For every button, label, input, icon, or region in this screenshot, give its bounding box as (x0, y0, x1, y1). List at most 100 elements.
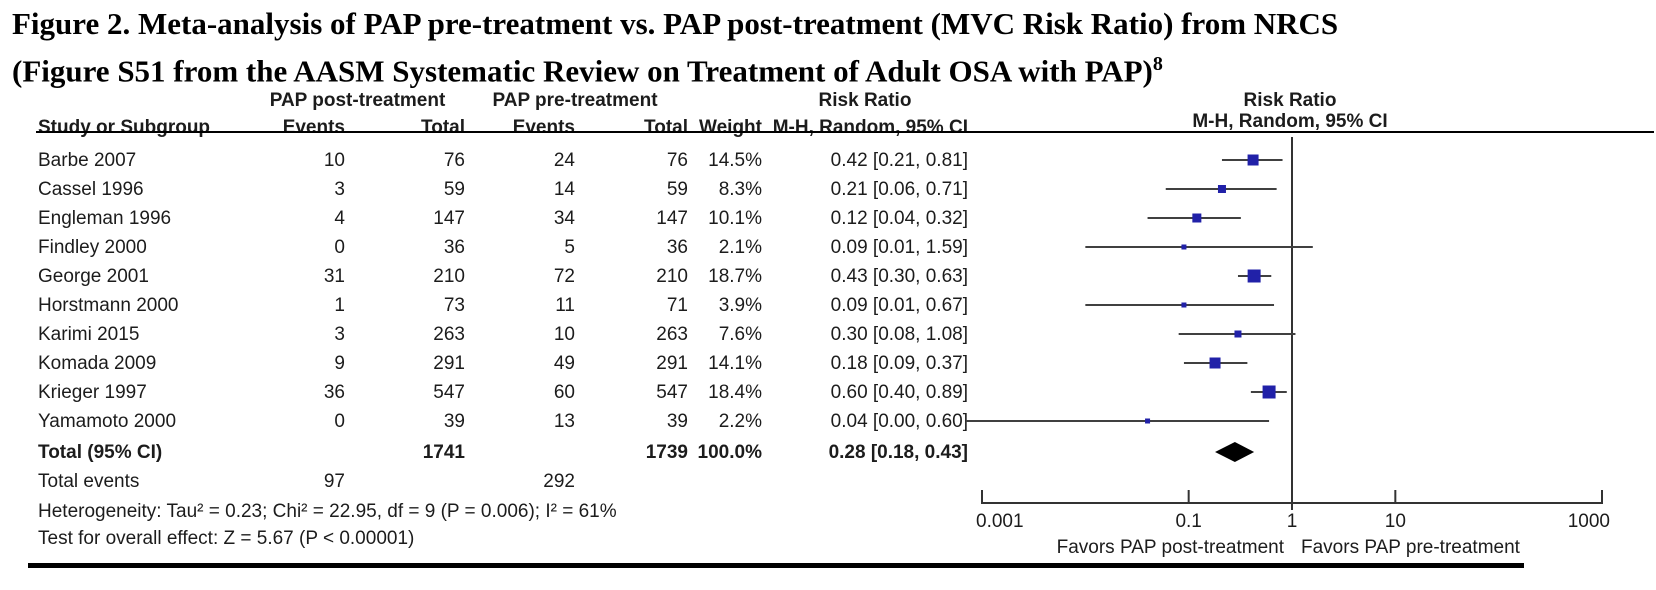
ci-label: 0.30 [0.08, 1.08] (830, 323, 968, 345)
study-name: Yamamoto 2000 (38, 410, 177, 432)
table-row: Horstmann 2000 1 73 11 71 3.9% 0.09 [0.01, 0.6… (38, 291, 968, 320)
total-post-value: 263 (433, 323, 465, 345)
study-name: Engleman 1996 (38, 207, 172, 229)
forest-plot-svg: 0.001 0.1 1 10 1000 Favors PAP post-treatment… (966, 137, 1610, 558)
weight-value: 2.2% (718, 410, 762, 432)
heterogeneity-stat: Heterogeneity: Tau² = 0.23; Chi² = 22.95… (38, 501, 617, 522)
total-pre-value: 210 (656, 265, 688, 287)
ci-label: 0.42 [0.21, 0.81] (830, 149, 968, 171)
col-study-or-subgroup: Study or Subgroup (38, 116, 211, 138)
ci-label: 0.60 [0.40, 0.89] (830, 381, 968, 403)
events-pre-value: 13 (553, 410, 575, 432)
ci-label: 0.12 [0.04, 0.32] (830, 207, 968, 229)
weight-value: 3.9% (718, 294, 762, 316)
figure-bottom-rule (28, 563, 1524, 568)
study-name: Komada 2009 (38, 352, 157, 374)
total-pre-value: 71 (666, 294, 688, 316)
point-estimate-marker (1234, 330, 1242, 338)
col-events-post: Events (282, 116, 345, 138)
total-pre-value: 36 (666, 236, 688, 258)
table-row: Karimi 2015 3 263 10 263 7.6% 0.30 [0.08, 1.08… (38, 320, 968, 349)
events-pre-value: 11 (555, 294, 575, 316)
events-pre-value: 10 (553, 323, 575, 345)
study-name: Horstmann 2000 (38, 294, 179, 316)
events-post-value: 9 (334, 352, 345, 374)
total-pre-value: 263 (656, 323, 688, 345)
col-total-post: Total (421, 116, 465, 138)
total-post-value: 36 (443, 236, 465, 258)
total-pre-value: 147 (656, 207, 688, 229)
plot-header-title: Risk Ratio (1243, 90, 1337, 111)
study-name: Karimi 2015 (38, 323, 140, 345)
favors-right-label: Favors PAP pre-treatment (1301, 537, 1521, 558)
figure-title: Figure 2. Meta-analysis of PAP pre-treat… (12, 4, 1646, 91)
events-pre-value: 72 (553, 265, 575, 287)
total-pre-value: 547 (656, 381, 688, 403)
point-estimate-marker (1209, 357, 1221, 369)
x-tick-label: 1 (1287, 511, 1298, 532)
table-row: Krieger 1997 36 547 60 547 18.4% 0.60 [0.40, 0… (38, 378, 968, 407)
figure-title-line1: Figure 2. Meta-analysis of PAP pre-treat… (12, 6, 1339, 41)
ci-label: 0.04 [0.00, 0.60] (830, 410, 968, 432)
total-events-row: Total events 97 292 (38, 467, 968, 496)
ci-label: 0.09 [0.01, 0.67] (830, 294, 968, 316)
events-pre-value: 14 (553, 178, 575, 200)
events-post-value: 10 (323, 149, 345, 171)
events-post-value: 36 (323, 381, 345, 403)
total-post-value: 59 (443, 178, 465, 200)
table-row: George 2001 31 210 72 210 18.7% 0.43 [0.30, 0.… (38, 262, 968, 291)
events-pre-value: 49 (553, 352, 575, 374)
total-pre-value: 1739 (645, 441, 688, 463)
group-header-pap-post: PAP post-treatment (269, 90, 446, 111)
total-post-value: 76 (443, 149, 465, 171)
events-post-value: 4 (334, 207, 345, 229)
total-pre-value: 39 (666, 410, 688, 432)
x-tick-label: 0.1 (1175, 511, 1201, 532)
point-estimate-marker (1247, 269, 1261, 283)
weight-value: 7.6% (718, 323, 762, 345)
col-weight: Weight (699, 116, 762, 138)
summary-diamond (1215, 442, 1255, 462)
x-tick-label: 0.001 (976, 511, 1024, 532)
table-row: Engleman 1996 4 147 34 147 10.1% 0.12 [0.04, 0… (38, 204, 968, 233)
events-pre-value: 292 (543, 470, 575, 492)
total-post-value: 547 (433, 381, 465, 403)
point-estimate-marker (1262, 385, 1276, 399)
study-name: George 2001 (38, 265, 149, 287)
favors-left-label: Favors PAP post-treatment (1057, 537, 1285, 558)
total-pre-value: 59 (666, 178, 688, 200)
table-row: Komada 2009 9 291 49 291 14.1% 0.18 [0.09, 0.3… (38, 349, 968, 378)
ci-label: 0.18 [0.09, 0.37] (830, 352, 968, 374)
total-pre-value: 291 (656, 352, 688, 374)
weight-value: 14.5% (708, 149, 762, 171)
weight-value: 18.4% (708, 381, 762, 403)
total-post-value: 73 (443, 294, 465, 316)
figure-title-superscript: 8 (1152, 53, 1163, 75)
col-total-pre: Total (644, 116, 688, 138)
weight-value: 10.1% (708, 207, 762, 229)
study-name: Barbe 2007 (38, 149, 137, 171)
header-rule (36, 131, 1654, 133)
x-tick-label: 10 (1385, 511, 1406, 532)
weight-value: 100.0% (697, 441, 762, 463)
plot-header: Risk Ratio M-H, Random, 95% CI (1095, 90, 1485, 132)
study-name: Total events (38, 470, 140, 492)
study-name: Total (95% CI) (38, 441, 163, 463)
weight-value: 18.7% (708, 265, 762, 287)
point-estimate-marker (1217, 185, 1226, 193)
point-estimate-marker (1145, 418, 1151, 424)
weight-value: 8.3% (718, 178, 762, 200)
point-estimate-marker (1181, 302, 1187, 308)
figure-title-line2: (Figure S51 from the AASM Systematic Rev… (12, 53, 1163, 89)
study-name: Findley 2000 (38, 236, 147, 258)
total-post-value: 39 (443, 410, 465, 432)
group-header-pap-pre: PAP pre-treatment (492, 90, 658, 111)
events-post-value: 3 (334, 323, 345, 345)
group-header-risk-ratio: Risk Ratio (818, 90, 912, 111)
total-post-value: 210 (433, 265, 465, 287)
total-post-value: 291 (433, 352, 465, 374)
table-row: Cassel 1996 3 59 14 59 8.3% 0.21 [0.06, 0.71] (38, 175, 968, 204)
x-tick-label: 1000 (1568, 511, 1610, 532)
total-post-value: 1741 (422, 441, 465, 463)
events-pre-value: 24 (553, 149, 575, 171)
